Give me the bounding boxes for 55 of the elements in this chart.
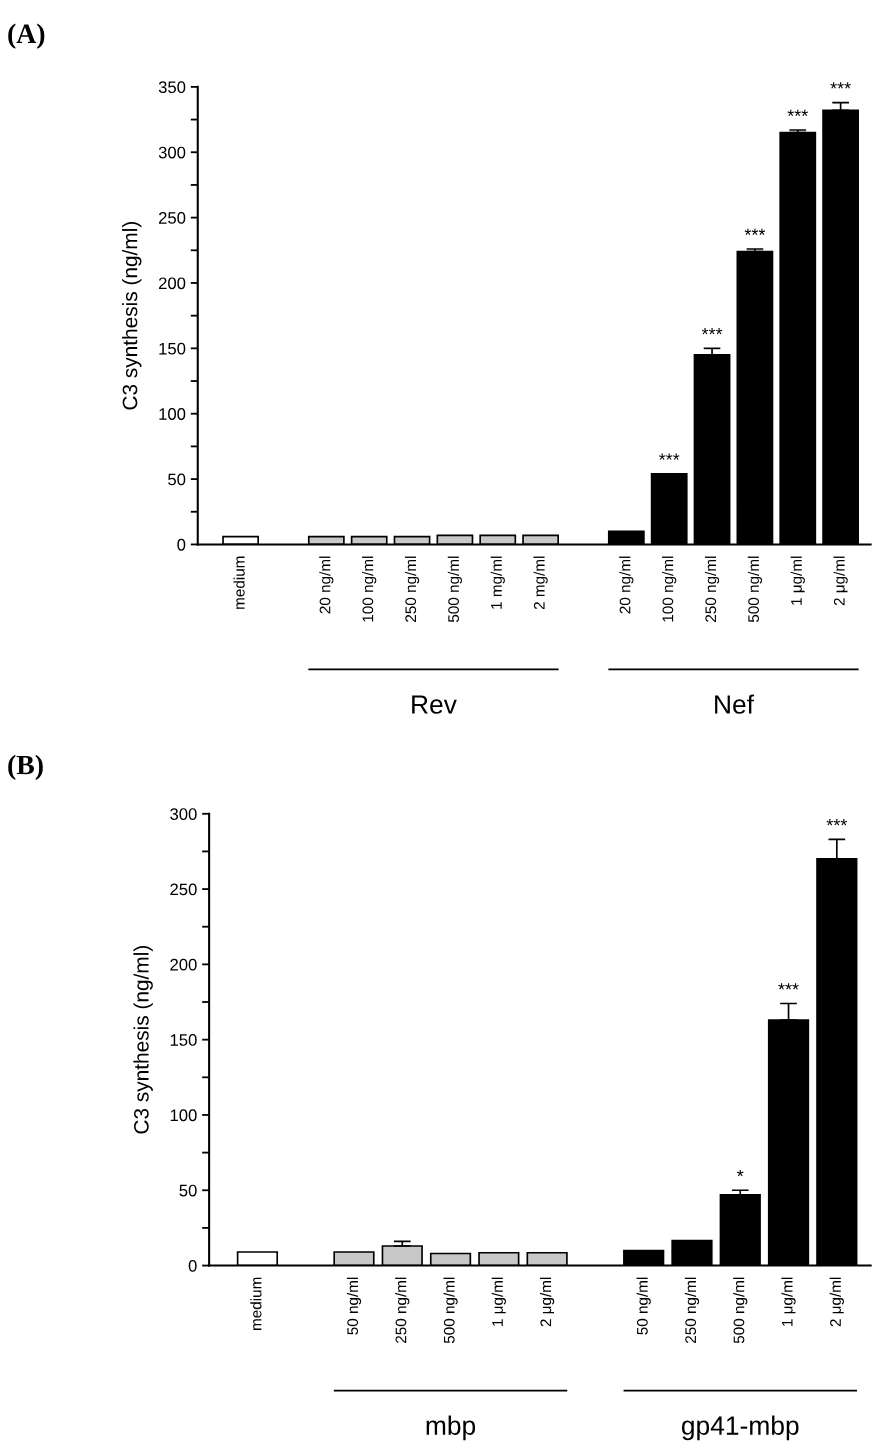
data-label: *** xyxy=(826,819,848,826)
x-tick-label: 1 mg/ml xyxy=(490,556,505,609)
data-label: *** xyxy=(658,453,680,460)
x-tick-label: 100 ng/ml xyxy=(362,556,377,622)
y-tick-label: 100 xyxy=(159,408,186,420)
x-tick-label: 250 ng/ml xyxy=(704,556,720,622)
x-tick-label: 1 μg/ml xyxy=(790,556,805,605)
y-axis-title: C3 synthesis (ng/ml) xyxy=(122,222,142,410)
x-tick-label: 20 ng/ml xyxy=(619,556,634,614)
text: Nef xyxy=(715,694,755,714)
data-label: *** xyxy=(744,228,766,235)
x-tick-label: 2 μg/ml xyxy=(829,1277,844,1327)
x-tick-label: 1 μg/ml xyxy=(491,1277,506,1326)
y-axis-title: C3 synthesis (ng/ml) xyxy=(133,946,153,1134)
y-tick-label: 0 xyxy=(177,538,186,551)
x-tick-label: 1 μg/ml xyxy=(781,1277,796,1326)
x-tick-label: 2 μg/ml xyxy=(833,556,848,606)
y-tick-label: 300 xyxy=(170,808,197,820)
x-tick-label: medium xyxy=(250,1277,262,1330)
y-tick-label: 150 xyxy=(170,1034,197,1046)
x-tick-label: 2 μg/ml xyxy=(540,1277,555,1327)
text: Rev xyxy=(412,695,457,714)
data-label: * xyxy=(737,1169,744,1177)
x-tick-label: 100 ng/ml xyxy=(662,556,677,622)
x-tick-label: 250 ng/ml xyxy=(395,1277,410,1343)
x-tick-label: 2 mg/ml xyxy=(533,556,548,610)
data-label: *** xyxy=(701,328,723,335)
x-tick-label: 50 ng/ml xyxy=(346,1277,362,1335)
x-tick-label: 50 ng/ml xyxy=(636,1277,651,1335)
chart-title: (A) xyxy=(8,23,45,49)
y-tick-label: 100 xyxy=(170,1109,197,1122)
x-tick-label: 20 ng/ml xyxy=(319,556,334,614)
data-label: *** xyxy=(830,82,851,89)
x-tick-label: 500 ng/ml xyxy=(443,1277,458,1344)
y-tick-label: 250 xyxy=(158,212,186,224)
y-tick-label: 0 xyxy=(188,1259,197,1272)
y-tick-label: 250 xyxy=(170,883,197,896)
y-tick-label: 300 xyxy=(158,146,186,159)
y-tick-label: 50 xyxy=(179,1184,197,1197)
data-label: *** xyxy=(787,109,809,117)
y-tick-label: 350 xyxy=(158,81,186,94)
y-tick-label: 50 xyxy=(168,473,186,486)
x-tick-label: 500 ng/ml xyxy=(733,1277,748,1344)
x-tick-label: 500 ng/ml xyxy=(447,556,463,623)
text: mbp xyxy=(426,1415,476,1441)
chart-title: (B) xyxy=(8,754,43,781)
x-tick-label: 250 ng/ml xyxy=(684,1277,700,1343)
data-label: *** xyxy=(778,983,799,990)
y-tick-label: 200 xyxy=(158,277,186,290)
y-tick-label: 150 xyxy=(159,342,186,355)
y-tick-label: 200 xyxy=(170,958,197,971)
x-tick-label: medium xyxy=(233,556,245,609)
text: gp41-mbp xyxy=(681,1415,799,1441)
x-tick-label: 250 ng/ml xyxy=(404,556,420,622)
x-tick-label: 500 ng/ml xyxy=(747,556,763,623)
